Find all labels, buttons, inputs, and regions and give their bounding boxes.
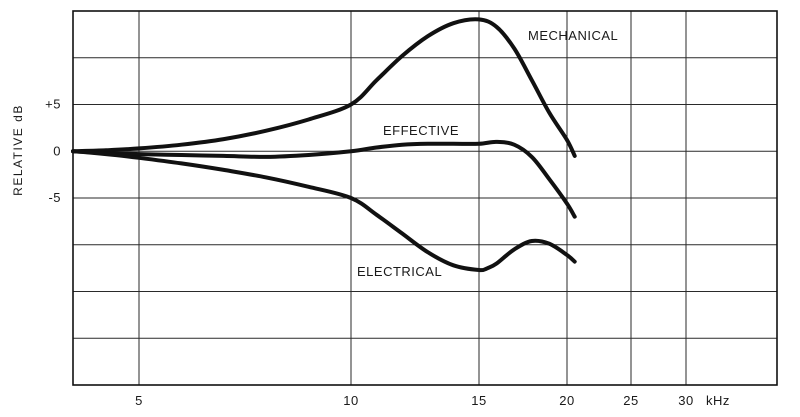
x-tick-label: 25 [623, 393, 638, 408]
x-tick-label: 20 [559, 393, 574, 408]
electrical-curve [71, 149, 577, 273]
series-labels: MECHANICAL EFFECTIVE ELECTRICAL [357, 28, 618, 279]
x-tick-label: 30 [678, 393, 693, 408]
y-tick-labels: +5 0 -5 [45, 97, 61, 206]
mechanical-curve [71, 17, 577, 158]
y-tick-label: -5 [48, 190, 61, 205]
x-tick-label: 5 [135, 393, 143, 408]
electrical-label: ELECTRICAL [357, 264, 442, 279]
mechanical-label: MECHANICAL [528, 28, 618, 43]
grid [73, 10, 777, 386]
series-curves [71, 17, 577, 273]
y-axis-label: RELATIVE dB [11, 104, 25, 196]
plot-frame [72, 10, 778, 386]
effective-curve [71, 139, 577, 219]
x-axis-unit: kHz [706, 393, 730, 408]
x-tick-labels: 5 10 15 20 25 30 [135, 393, 693, 408]
x-tick-label: 10 [343, 393, 358, 408]
y-tick-label: 0 [53, 143, 61, 158]
y-tick-label: +5 [45, 97, 61, 112]
effective-label: EFFECTIVE [383, 123, 459, 138]
x-tick-label: 15 [471, 393, 486, 408]
